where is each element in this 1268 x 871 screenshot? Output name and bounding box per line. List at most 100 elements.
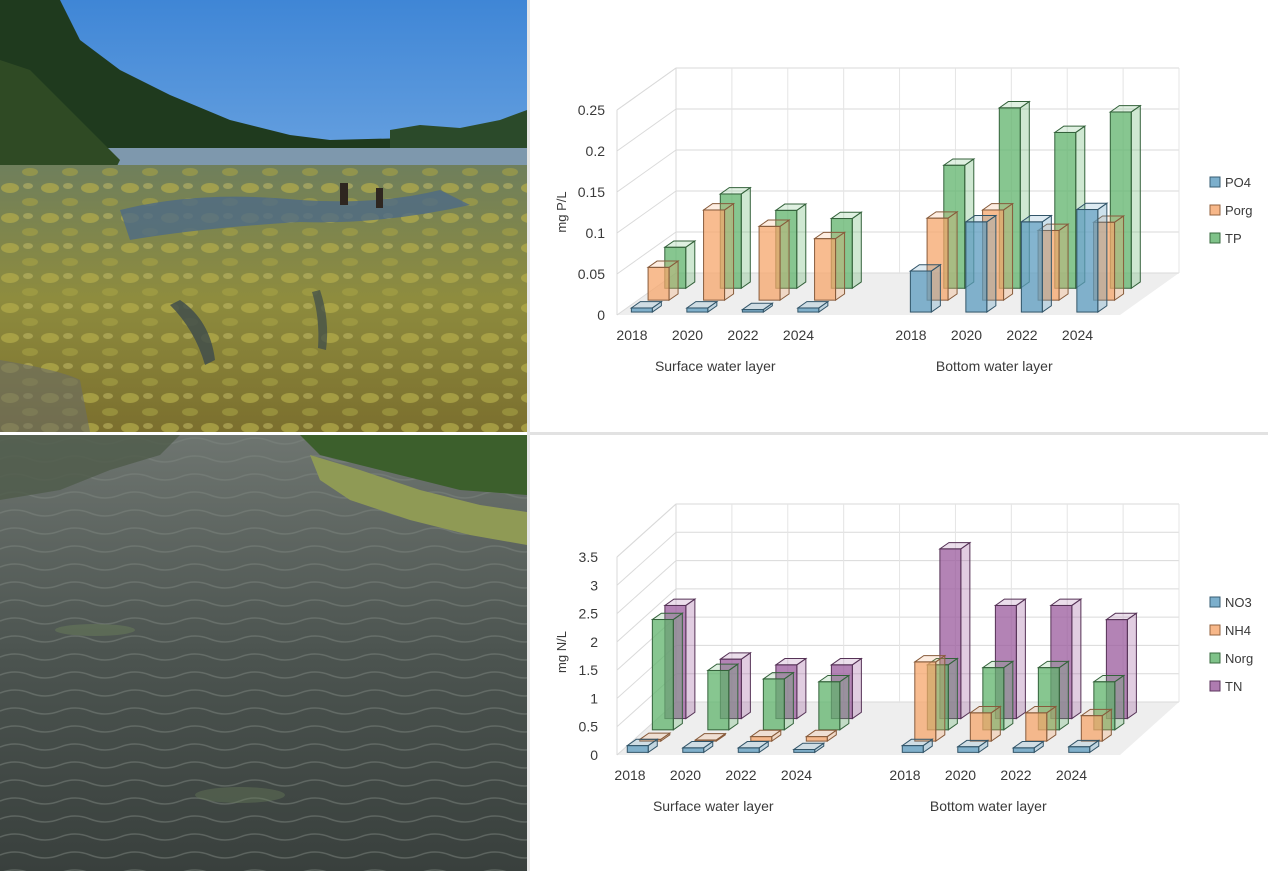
nitrogen-chart: 0 0.5 1 1.5 2 2.5 3 3.5 mg N/L 2018 2020 2022 2024 Su… — [554, 503, 1253, 814]
bar-top — [774, 658, 808, 666]
bar-porg-bottom-2020 — [980, 202, 1015, 302]
x-tick-label: 2024 — [781, 767, 812, 783]
bar-no3-surface-2024 — [792, 742, 826, 754]
legend-swatch — [1209, 176, 1221, 188]
bar-face — [901, 745, 924, 753]
bar-nh4-bottom-2018 — [913, 654, 947, 743]
bar-face — [647, 266, 670, 301]
bar-face — [818, 681, 841, 731]
x-tick-label: 2024 — [783, 327, 814, 343]
bar-no3-surface-2020 — [681, 740, 715, 754]
bar-nh4-surface-2024 — [804, 729, 838, 743]
bar-face — [758, 225, 781, 301]
nitrogen-chart-panel: 0 0.5 1 1.5 2 2.5 3 3.5 mg N/L 2018 2020 2022 2024 Su… — [530, 435, 1268, 871]
bar-tp-bottom-2024 — [1108, 104, 1142, 290]
bar-top — [1024, 706, 1058, 714]
x-tick-label: 2020 — [951, 327, 982, 343]
bar-no3-bottom-2020 — [956, 739, 990, 754]
bar-top — [757, 219, 791, 227]
legend-label: NH4 — [1225, 623, 1251, 638]
bar-top — [1075, 202, 1109, 211]
bar-face — [805, 736, 828, 742]
legend-swatch — [1209, 204, 1221, 216]
bar-top — [1019, 215, 1053, 223]
gridline — [616, 108, 677, 152]
group-label: Bottom water layer — [930, 798, 1047, 814]
bar-face — [909, 270, 932, 313]
x-tick-label: 2018 — [614, 767, 645, 783]
bar-po4-surface-2024 — [796, 300, 830, 314]
panel-divider — [527, 0, 530, 871]
phosphorus-chart-panel: 0 0.05 0.1 0.15 0.2 0.25 mg P/L 2018 2020 2022 202… — [530, 0, 1268, 432]
bar-norg-surface-2020 — [706, 663, 740, 731]
x-tick-label: 2022 — [727, 327, 758, 343]
bar-top — [956, 739, 990, 748]
bars — [625, 541, 1138, 754]
bar-top — [829, 658, 863, 666]
bar-side — [672, 612, 683, 731]
bar-side — [1015, 598, 1026, 720]
bar-top — [685, 301, 719, 309]
bar-top — [761, 672, 795, 680]
y-tick-label: 3 — [590, 577, 598, 593]
bar-face — [686, 307, 709, 313]
bar-top — [681, 741, 715, 749]
legend-swatch — [1209, 232, 1221, 244]
bar-face — [1080, 715, 1103, 742]
y-axis-label: mg N/L — [554, 631, 569, 673]
y-tick-label: 0.15 — [578, 184, 605, 200]
bar-face — [703, 209, 726, 301]
phosphorus-chart: 0 0.05 0.1 0.15 0.2 0.25 mg P/L 2018 2020 2022 202… — [554, 67, 1252, 374]
bar-nh4-surface-2022 — [749, 729, 783, 743]
bar-top — [1011, 741, 1045, 749]
bar-top — [812, 231, 847, 240]
x-tick-label: 2022 — [1006, 327, 1037, 343]
bar-tp-surface-2022 — [774, 203, 808, 290]
y-tick-labels: 0 0.5 1 1.5 2 2.5 3 3.5 — [579, 549, 599, 763]
bar-norg-surface-2024 — [817, 674, 851, 731]
bar-side — [1041, 214, 1052, 314]
bar-top — [718, 652, 752, 660]
y-tick-label: 0.05 — [578, 266, 605, 282]
bar-no3-surface-2018 — [625, 738, 659, 754]
bar-side — [947, 210, 958, 302]
x-tick-label: 2020 — [672, 327, 703, 343]
bar-face — [814, 238, 837, 301]
bar-side — [779, 219, 790, 302]
bar-side — [1114, 214, 1125, 302]
bar-face — [1076, 209, 1099, 313]
bar-po4-bottom-2022 — [1019, 214, 1053, 314]
bar-top — [774, 203, 808, 211]
x-tick-labels: 2018 2020 2022 2024 Surface water layer 2018 2… — [616, 327, 1093, 374]
bar-top — [829, 211, 863, 220]
y-tick-label: 1 — [590, 690, 598, 706]
legend-swatch — [1209, 624, 1221, 636]
bar-nh4-bottom-2024 — [1079, 708, 1113, 743]
bar-side — [835, 231, 846, 302]
y-tick-label: 0 — [597, 307, 605, 323]
x-tick-label: 2018 — [616, 327, 647, 343]
gridline — [616, 231, 677, 275]
bar-top — [625, 738, 659, 747]
legend-swatch — [1209, 596, 1221, 608]
bar-side — [930, 263, 941, 314]
bar-top — [980, 203, 1015, 211]
bar-top — [650, 612, 684, 621]
bar-top — [1067, 739, 1101, 748]
bar-side — [1130, 104, 1141, 290]
x-tick-label: 2020 — [670, 767, 701, 783]
legend-swatch — [1209, 680, 1221, 692]
x-tick-label: 2022 — [725, 767, 756, 783]
legend-label: TP — [1225, 231, 1242, 246]
bar-nh4-bottom-2020 — [968, 705, 1002, 743]
lake-rippled-water-photo — [0, 435, 527, 871]
bar-side — [685, 239, 696, 290]
photo-panel — [0, 0, 527, 871]
bar-porg-surface-2018 — [646, 260, 680, 302]
bar-side — [796, 203, 807, 290]
lake-photos — [0, 0, 527, 871]
bar-po4-surface-2020 — [685, 300, 719, 314]
group-label: Surface water layer — [655, 358, 776, 374]
y-tick-label: 0.5 — [579, 719, 599, 735]
bar-top — [1053, 125, 1087, 133]
